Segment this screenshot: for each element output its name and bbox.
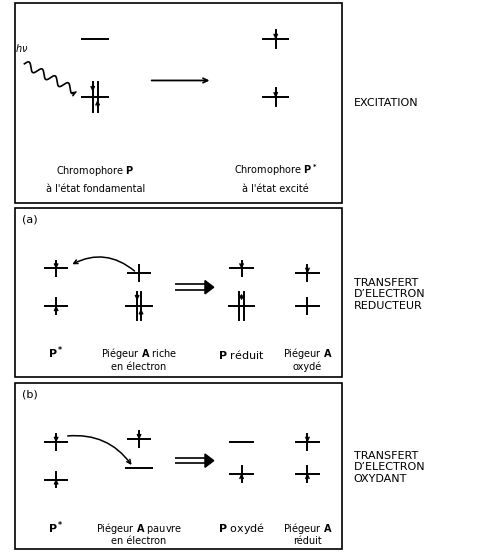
Polygon shape bbox=[205, 454, 214, 467]
Text: $\mathbf{P}$ réduit: $\mathbf{P}$ réduit bbox=[218, 348, 265, 361]
Text: en électron: en électron bbox=[111, 362, 167, 372]
Text: $\mathbf{P^*}$: $\mathbf{P^*}$ bbox=[48, 519, 64, 536]
Text: EXCITATION: EXCITATION bbox=[354, 98, 418, 108]
Bar bbox=[15, 208, 342, 377]
Text: TRANSFERT
D’ELECTRON
REDUCTEUR: TRANSFERT D’ELECTRON REDUCTEUR bbox=[354, 278, 426, 311]
Text: Piégeur $\mathbf{A}$ riche: Piégeur $\mathbf{A}$ riche bbox=[101, 346, 177, 361]
Bar bbox=[15, 3, 342, 203]
Text: TRANSFERT
D’ELECTRON
OXYDANT: TRANSFERT D’ELECTRON OXYDANT bbox=[354, 451, 426, 484]
Text: en électron: en électron bbox=[111, 536, 167, 546]
Text: Chromophore $\mathbf{P}$: Chromophore $\mathbf{P}$ bbox=[56, 164, 135, 178]
Bar bbox=[15, 383, 342, 549]
Text: Chromophore $\mathbf{P^*}$: Chromophore $\mathbf{P^*}$ bbox=[234, 162, 318, 178]
Text: (b): (b) bbox=[22, 390, 38, 400]
Text: $\mathbf{P}$ oxydé: $\mathbf{P}$ oxydé bbox=[218, 521, 265, 536]
Text: Piégeur $\mathbf{A}$ pauvre: Piégeur $\mathbf{A}$ pauvre bbox=[96, 521, 182, 536]
Text: à l'état excité: à l'état excité bbox=[243, 184, 309, 194]
Text: (a): (a) bbox=[22, 215, 38, 225]
Text: oxydé: oxydé bbox=[293, 361, 322, 372]
Text: réduit: réduit bbox=[293, 536, 322, 546]
Text: $\mathbf{P^*}$: $\mathbf{P^*}$ bbox=[48, 344, 64, 361]
Polygon shape bbox=[205, 280, 214, 294]
Text: $h\nu$: $h\nu$ bbox=[15, 42, 29, 54]
Text: Piégeur $\mathbf{A}$: Piégeur $\mathbf{A}$ bbox=[283, 521, 332, 536]
Text: Piégeur $\mathbf{A}$: Piégeur $\mathbf{A}$ bbox=[283, 346, 332, 361]
Text: à l'état fondamental: à l'état fondamental bbox=[45, 184, 145, 194]
